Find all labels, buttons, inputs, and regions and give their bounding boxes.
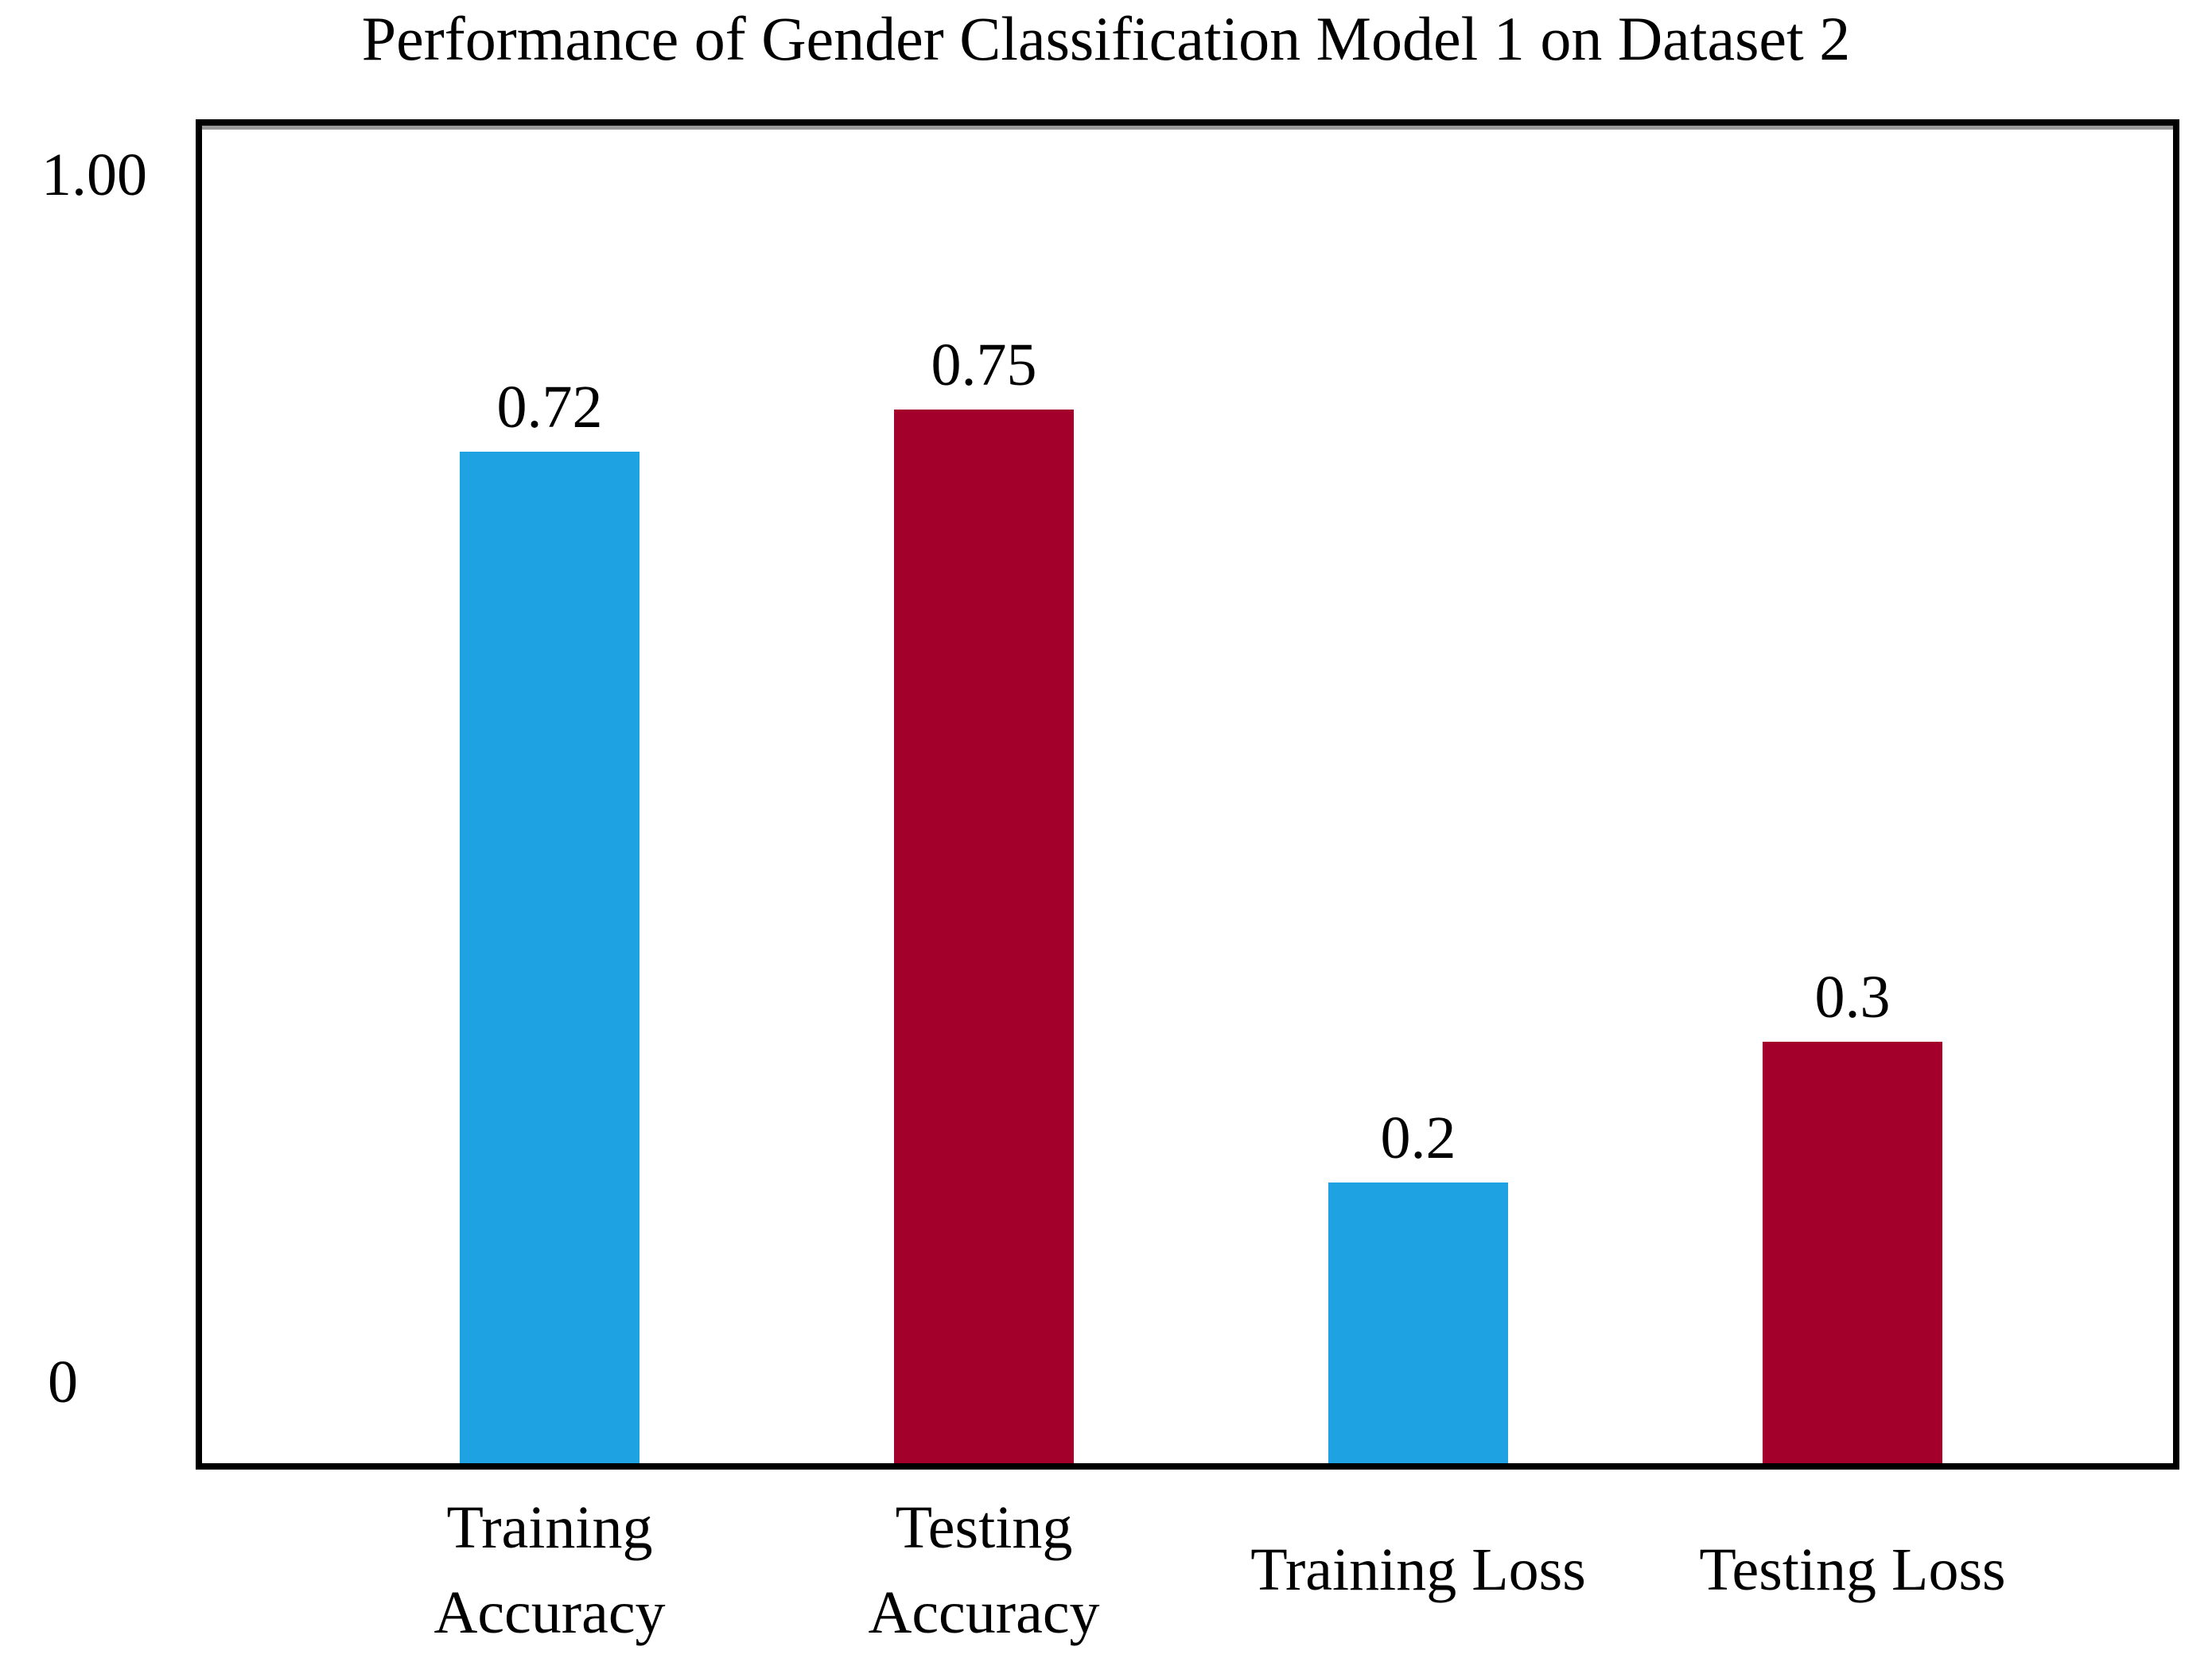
y-axis-zero-tick-label: 0 (48, 1349, 78, 1416)
bar-rect (1328, 1182, 1508, 1463)
bar-rect (894, 410, 1074, 1463)
bar-value-label: 0.3 (1814, 964, 1891, 1031)
bar-group-training-loss: 0.2 (1328, 126, 1508, 1463)
x-category-label-testing-accuracy: Testing Accuracy (868, 1494, 1100, 1646)
bar-value-label: 0.2 (1380, 1104, 1456, 1171)
plot-area: 0.72 0.75 0.2 0.3 (196, 119, 2179, 1470)
bar-rect (1763, 1042, 1942, 1463)
bar-group-testing-loss: 0.3 (1763, 126, 1942, 1463)
y-axis-max-tick-label: 1.00 (41, 142, 147, 208)
bar-group-training-accuracy: 0.72 (460, 126, 639, 1463)
chart-title: Performance of Gender Classification Mod… (361, 4, 1851, 73)
x-category-label-training-loss: Training Loss (1250, 1536, 1586, 1604)
bar-rect (460, 452, 639, 1463)
bar-group-testing-accuracy: 0.75 (894, 126, 1074, 1463)
x-category-label-testing-loss: Testing Loss (1699, 1536, 2006, 1604)
bar-value-label: 0.72 (496, 374, 603, 441)
bar-value-label: 0.75 (931, 332, 1037, 399)
x-category-label-training-accuracy: Training Accuracy (433, 1494, 666, 1646)
